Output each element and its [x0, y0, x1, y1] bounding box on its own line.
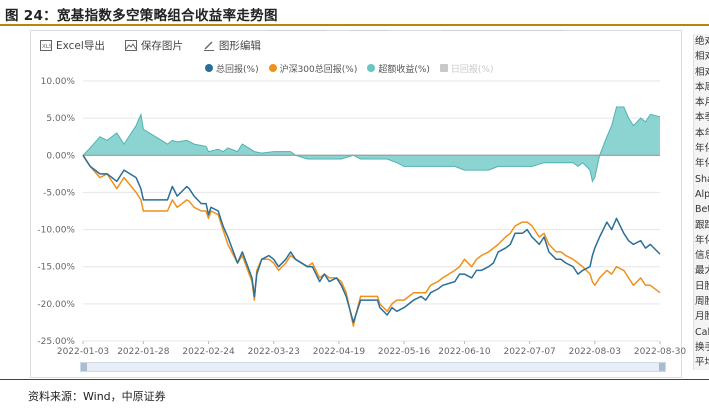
x-tick-label: 2022-08-03: [569, 347, 621, 357]
y-tick-label: -15.00%: [37, 263, 75, 273]
svg-text:XLS: XLS: [42, 44, 52, 50]
source-note: 资料来源：Wind，中原证券: [28, 390, 166, 403]
side-metric-item[interactable]: Bet: [695, 204, 709, 216]
side-metric-item[interactable]: 本季: [695, 112, 709, 124]
side-metric-item[interactable]: 日胜: [695, 280, 709, 292]
x-tick-label: 2022-08-30: [634, 347, 687, 357]
legend-item-excess[interactable]: 超额收益(%): [367, 62, 430, 75]
y-tick-label: 5.00%: [46, 114, 75, 124]
y-tick-label: -25.00%: [37, 337, 75, 347]
x-tick-label: 2022-06-10: [438, 347, 491, 357]
side-metric-item[interactable]: 本月: [695, 97, 709, 109]
legend-label: 总回报(%): [216, 64, 259, 75]
side-metric-item[interactable]: 周胜: [695, 296, 709, 308]
side-metric-item[interactable]: 相对: [695, 51, 709, 63]
legend-item-total[interactable]: 总回报(%): [205, 62, 259, 75]
chart-toolbar: XLS Excel导出 保存图片 图形编辑: [40, 37, 281, 53]
tab-divider: [350, 30, 388, 31]
y-tick-label: -20.00%: [37, 300, 75, 310]
x-tick-label: 2022-01-28: [117, 347, 170, 357]
x-tick-label: 2022-02-24: [182, 347, 235, 357]
legend-label: 超额收益(%): [378, 64, 430, 75]
side-metric-item[interactable]: Sha: [695, 173, 709, 185]
side-metric-item[interactable]: 本年: [695, 127, 709, 139]
chart-legend: 总回报(%) 沪深300总回报(%) 超额收益(%) 日回报(%): [205, 61, 504, 75]
side-metric-item[interactable]: 跟踪: [695, 219, 709, 231]
side-metric-item[interactable]: 信息: [695, 250, 709, 262]
slider-handle-left[interactable]: [81, 363, 87, 371]
legend-marker: [367, 64, 376, 72]
side-metric-item[interactable]: 绝对: [695, 36, 709, 47]
y-tick-label: 10.00%: [41, 77, 76, 87]
legend-label: 日回报(%): [450, 64, 494, 75]
side-metric-item[interactable]: 月胜: [695, 311, 709, 323]
legend-label: 沪深300总回报(%): [279, 64, 358, 75]
edit-chart-button[interactable]: 图形编辑: [203, 38, 261, 53]
y-tick-label: 0.00%: [46, 151, 75, 161]
excel-export-button[interactable]: XLS Excel导出: [40, 38, 105, 53]
image-icon: [124, 39, 137, 51]
legend-marker: [439, 64, 448, 72]
side-metric-item[interactable]: 年化: [695, 158, 709, 170]
side-metric-item[interactable]: 相对: [695, 66, 709, 78]
excel-icon: XLS: [40, 39, 52, 51]
title-rule: [0, 24, 709, 26]
x-tick-label: 2022-04-19: [313, 347, 366, 357]
side-metric-item[interactable]: Cal: [695, 326, 709, 338]
y-tick-label: -5.00%: [43, 188, 75, 198]
range-slider[interactable]: [80, 362, 666, 372]
x-tick-label: 2022-05-16: [378, 347, 431, 357]
save-image-label: 保存图片: [140, 39, 183, 52]
tab-divider: [442, 30, 564, 31]
x-tick-label: 2022-01-03: [57, 347, 109, 357]
legend-item-daily[interactable]: 日回报(%): [439, 62, 494, 75]
excel-export-label: Excel导出: [56, 39, 105, 52]
metrics-side-panel: 绝对相对相对本周本月本季本年年化年化ShaAlpBet跟踪年化信息最大日胜周胜月…: [693, 34, 709, 370]
side-metric-item[interactable]: 平均: [695, 357, 709, 369]
pencil-icon: [203, 41, 214, 51]
legend-item-hs300[interactable]: 沪深300总回报(%): [268, 62, 358, 75]
legend-marker: [268, 64, 277, 72]
side-metric-item[interactable]: Alp: [695, 188, 709, 200]
side-metric-item[interactable]: 本周: [695, 81, 709, 93]
total-return-line: [82, 154, 661, 324]
tab-divider: [268, 30, 326, 31]
x-tick-label: 2022-03-23: [248, 347, 300, 357]
hs300-total-return-line: [82, 154, 661, 327]
side-metric-item[interactable]: 最大: [695, 265, 709, 277]
excess-return-line: [82, 106, 661, 183]
y-tick-label: -10.00%: [37, 226, 75, 236]
figure-title: 图 24：宽基指数多空策略组合收益率走势图: [5, 8, 278, 24]
side-metric-item[interactable]: 年化: [695, 234, 709, 246]
legend-marker: [205, 64, 213, 72]
side-metric-item[interactable]: 年化: [695, 143, 709, 155]
excess-return-area: [83, 107, 660, 182]
x-tick-label: 2022-07-07: [503, 347, 555, 357]
edit-chart-label: 图形编辑: [218, 39, 261, 52]
side-metric-item[interactable]: 换手: [695, 341, 709, 353]
footer-rule: [0, 379, 709, 380]
save-image-button[interactable]: 保存图片: [124, 38, 183, 53]
slider-handle-right[interactable]: [659, 363, 665, 371]
